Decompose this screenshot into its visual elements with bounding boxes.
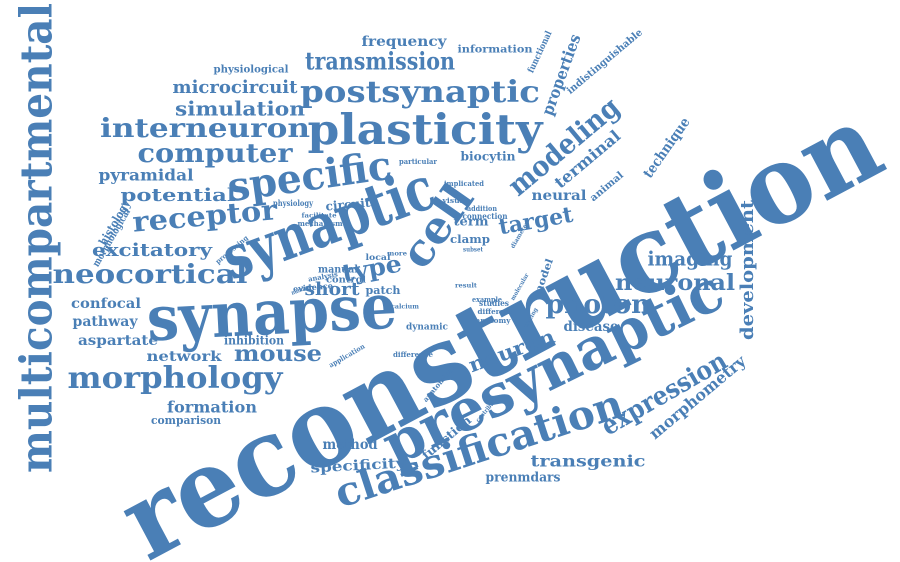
word-imaging: imaging	[648, 247, 733, 271]
word-example: example	[472, 295, 503, 304]
word-evidence: evidence	[293, 280, 334, 293]
word-multicompartmental: multicompartmental	[12, 3, 63, 473]
word-particular: particular	[399, 157, 437, 166]
word-morphology: morphology	[68, 361, 285, 396]
word-clamp: clamp	[450, 233, 490, 246]
word-studies: studies	[479, 298, 509, 308]
word-specificity: specificity	[310, 455, 407, 476]
word-transgenic: transgenic	[531, 452, 646, 471]
word-subset: subset	[463, 247, 483, 254]
word-plasticity: plasticity	[308, 105, 545, 154]
word-term: term	[454, 215, 489, 229]
word-development: development	[737, 199, 758, 340]
word-comparison: comparison	[151, 414, 221, 427]
word-manual: manual	[318, 265, 358, 276]
word-transmission: transmission	[305, 47, 455, 76]
word-interneuron: interneuron	[100, 114, 310, 144]
word-result: result	[455, 283, 477, 290]
word-local: local	[366, 252, 391, 262]
word-disease: disease	[564, 319, 619, 335]
word-connection: connection	[463, 211, 508, 221]
word-dynamic: dynamic	[406, 323, 449, 333]
word-postsynaptic: postsynaptic	[300, 75, 540, 110]
word-visual: visual	[441, 196, 467, 205]
word-neural: neural	[532, 188, 587, 204]
word-calcium: calcium	[391, 304, 420, 311]
word-photon: photon	[546, 290, 651, 320]
word-physiology: physiology	[273, 198, 313, 208]
word-biocytin: biocytin	[461, 150, 516, 164]
word-pyramidal: pyramidal	[99, 166, 194, 185]
word-excitatory: excitatory	[92, 240, 213, 261]
word-facilitate: facilitate	[302, 213, 337, 220]
word-difference: difference	[393, 350, 434, 359]
word-short: short	[305, 279, 361, 300]
word-control: control	[326, 276, 367, 286]
word-information: information	[458, 45, 534, 56]
word-frequency: frequency	[362, 34, 448, 50]
word-mouse: mouse	[234, 341, 322, 367]
word-mechanism: mechanism	[298, 219, 344, 228]
word-different: different	[478, 307, 514, 316]
word-more: more	[387, 251, 407, 258]
word-aspartate: aspartate	[78, 333, 158, 349]
word-formation: formation	[167, 398, 257, 417]
word-circuit: circuit	[325, 196, 372, 214]
word-simulation: simulation	[175, 97, 305, 121]
word-microcircuit: microcircuit	[173, 77, 299, 98]
word-synapse: synapse	[145, 270, 398, 356]
word-pathway: pathway	[73, 314, 139, 330]
word-neocortical: neocortical	[53, 260, 248, 290]
word-prenmdars: prenmdars	[486, 471, 561, 486]
word-anatomy: anatomy	[476, 316, 512, 325]
word-neuronal: neuronal	[615, 270, 735, 296]
word-potential: potential	[121, 185, 236, 206]
word-computer: computer	[138, 139, 293, 169]
word-inhibition: inhibition	[224, 334, 284, 348]
word-physiological: physiological	[214, 65, 289, 76]
word-method: method	[323, 437, 378, 453]
word-patch: patch	[366, 284, 401, 297]
word-confocal: confocal	[71, 296, 141, 312]
word-implicated: implicated	[444, 179, 484, 188]
word-addition: addition	[467, 204, 497, 213]
word-network: network	[147, 349, 222, 365]
